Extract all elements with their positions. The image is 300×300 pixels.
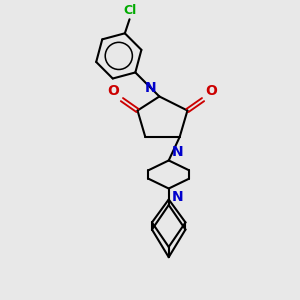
Text: O: O [206,84,218,98]
Text: N: N [172,145,184,159]
Text: N: N [145,81,157,95]
Text: N: N [172,190,184,204]
Text: Cl: Cl [123,4,136,17]
Text: O: O [107,84,119,98]
